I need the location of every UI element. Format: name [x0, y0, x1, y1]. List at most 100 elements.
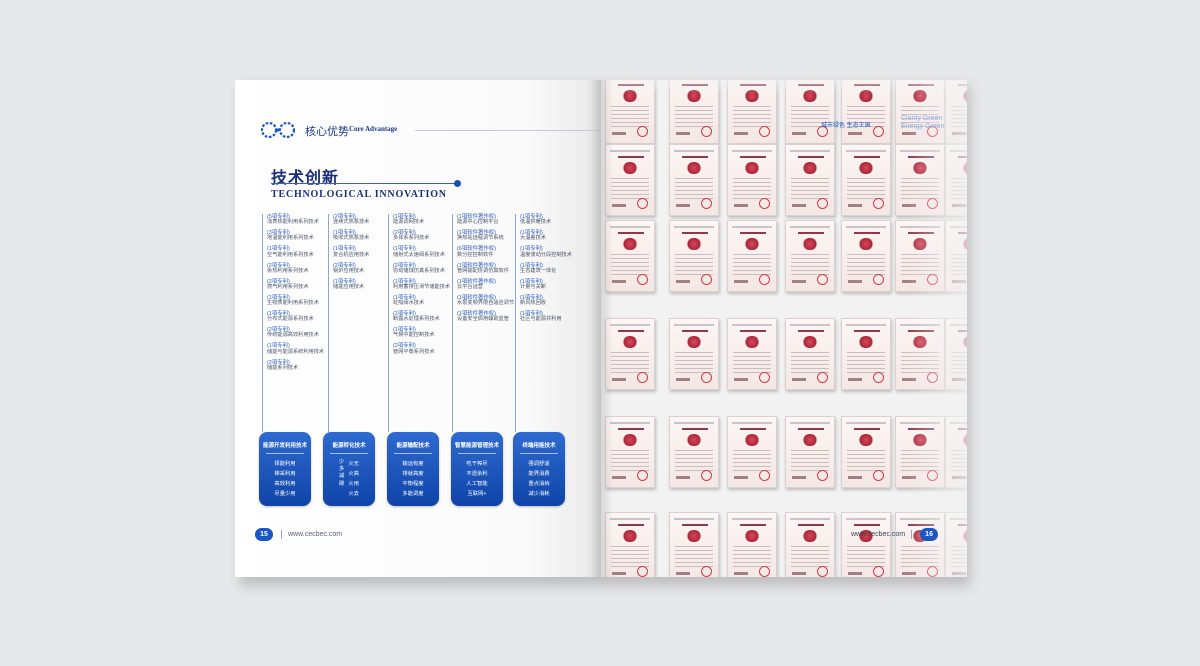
- footer-divider: [281, 530, 282, 539]
- left-page: 核心优势 Core Advantage 技术创新 TECHNOLOGICAL I…: [235, 80, 601, 577]
- card-item: 互联网+: [467, 491, 487, 497]
- column-line: [388, 214, 389, 432]
- card-title: 能源输配技术: [396, 443, 430, 449]
- tech-card-3: 能源输配技术 输运有度 排就高度 平衡程度 多能调度: [387, 432, 439, 506]
- patent-certificate: [605, 512, 655, 577]
- list-item: (1項专利) 气候中能控制技术: [393, 327, 435, 339]
- list-item: (1項专利) 储能与能源系统利用技术: [267, 343, 325, 355]
- card-title: 能源开发利用技术: [262, 443, 307, 449]
- patent-certificate: [785, 144, 835, 216]
- patent-certificate: [785, 512, 835, 577]
- list-item: (1項专利) 虹吸阀水技术: [393, 294, 425, 307]
- list-item: (1項专利) 生态建筑一体化: [520, 262, 557, 274]
- card-divider: [458, 453, 496, 454]
- patent-certificate: [785, 220, 835, 292]
- patent-certificate: [727, 144, 777, 216]
- section-title-en: TECHNOLOGICAL INNOVATION: [271, 189, 447, 200]
- patent-certificate: [727, 318, 777, 390]
- card-item: 火高: [348, 471, 359, 477]
- card-item: 重点消纳: [528, 481, 550, 487]
- list-item: (1項专利) 储射式太速阀系列技术: [393, 246, 445, 258]
- card-item: 火去: [348, 491, 359, 497]
- list-item: (6項软件著作权) 数分控控制软件: [457, 246, 496, 258]
- list-item: (1項专利) 温度波动分段控制技术: [520, 246, 572, 258]
- column-line: [328, 214, 329, 432]
- card-divider: [394, 453, 432, 454]
- card-item: 火用: [348, 481, 359, 487]
- patent-certificate: [669, 512, 719, 577]
- tech-column-1: (5項专利) 浅表热能利用系列技术 (3項专利) 地温能利用系列技术 (1項专利) 空…: [262, 214, 325, 432]
- list-item: (5項专利) 浅表热能利用系列技术: [267, 214, 319, 226]
- card-item: 输运有度: [402, 461, 424, 467]
- patent-certificate: [727, 220, 777, 292]
- patent-certificate: [605, 220, 655, 292]
- company-logo-icon: [260, 121, 296, 139]
- header-title-en: Core Advantage: [349, 125, 398, 133]
- patent-certificate: [785, 318, 835, 390]
- patent-certificate: [669, 144, 719, 216]
- list-item: (2項专利) 储能系列技术: [267, 359, 299, 371]
- tech-column-5: (1項专利) 低温供暖技术 (1項专利) 大温差技术 (1項专利) 温度波动分段控制技…: [515, 214, 575, 432]
- card-item: 高效利用: [274, 481, 296, 487]
- list-item: (1項专利) 分布式能源系列技术: [267, 311, 314, 323]
- list-item: (1項专利) 吸收式热泵技术: [333, 230, 370, 242]
- list-item: (1項软件著作权) 管网输配协调仿真软件: [457, 262, 509, 274]
- card-item: 不遗余利: [466, 471, 488, 477]
- card-divider: [330, 453, 368, 454]
- card-item: 强调舒适: [528, 461, 550, 467]
- list-item: (2項专利) 管网平衡系列技术: [393, 343, 435, 355]
- card-title: 能源转化技术: [332, 443, 366, 449]
- list-item: (1項专利) 空气能利用系列技术: [267, 246, 314, 258]
- patent-certificate: [841, 80, 891, 144]
- header-divider: [415, 130, 601, 131]
- page-number: 16: [920, 528, 939, 541]
- tech-card-1: 能源开发利用技术 择能利用 梯采利用 高效利用 尽量少用: [259, 432, 311, 506]
- list-item: (2項专利) 余热利用系列技术: [267, 262, 309, 274]
- card-title: 智慧能源管理技术: [454, 443, 499, 449]
- patent-certificate: [841, 318, 891, 390]
- list-item: (1項软件著作权) 云平台运营: [457, 278, 496, 290]
- patent-certificate: [727, 416, 777, 488]
- list-item: (1項软件著作权) 设备安全启用辅助监管: [457, 311, 509, 323]
- footer-url: www.cecbec.com: [288, 531, 343, 538]
- list-item: (1項专利) 低温供暖技术: [520, 214, 552, 226]
- section-title: 技术创新: [271, 170, 340, 187]
- tech-card-4: 智慧能源管理技术 吃干榨尽 不遗余利 人工智能 互联网+: [451, 432, 503, 506]
- book-gutter: [591, 80, 613, 577]
- right-page: 城市绿色 生态王国 Clarity Green Energy Green www…: [601, 80, 967, 577]
- card-title: 终端用能技术: [522, 443, 556, 449]
- card-item: 吃干榨尽: [466, 461, 488, 467]
- list-item: (2項专利) 燃气利用系列技术: [267, 278, 309, 290]
- card-item: 减少消耗: [528, 491, 550, 497]
- left-page-footer: 15 www.cecbec.com: [255, 528, 342, 541]
- list-item: (2項专利) 多体系系列技术: [393, 230, 430, 242]
- patent-certificate: [841, 512, 891, 577]
- right-page-footer: www.cecbec.com 16: [851, 528, 939, 541]
- list-item: (1項专利) 社区与能源共利用: [520, 311, 562, 323]
- list-item: (1項专利) 新风热回收: [520, 294, 546, 307]
- patent-certificate: [669, 318, 719, 390]
- brochure-spread: 核心优势 Core Advantage 技术创新 TECHNOLOGICAL I…: [235, 80, 967, 577]
- list-item: (1項专利) 复合机应用技术: [333, 246, 370, 258]
- tech-column-3: (1項专利) 能源调网技术 (2項专利) 多体系系列技术 (1項专利) 储射式太速阀系…: [388, 214, 451, 432]
- page-fade: [907, 80, 967, 577]
- card-item: 能界消费: [528, 471, 550, 477]
- patent-certificate: [785, 416, 835, 488]
- page-number: 15: [255, 528, 273, 541]
- list-item: (2項专利) 连续式热泵技术: [333, 214, 370, 226]
- footer-divider: [911, 530, 913, 539]
- list-item: (1項软件著作权) 水泵变频界限自适应调节: [457, 294, 515, 307]
- section-divider-dot: [454, 180, 461, 187]
- patent-certificate: [727, 512, 777, 577]
- patent-certificate: [841, 220, 891, 292]
- list-item: (1項专利) 利用蓄排压滑节储能技术: [393, 278, 451, 290]
- header-title: 核心优势: [305, 126, 349, 138]
- list-item: (2項专利) 传统能源高效利用技术: [267, 327, 319, 339]
- right-page-header: 城市绿色 生态王国: [821, 123, 871, 129]
- patent-certificate: [841, 416, 891, 488]
- list-item: (1項专利) 能源调网技术: [393, 214, 425, 226]
- patent-certificate: [605, 144, 655, 216]
- patent-certificate: [605, 318, 655, 390]
- list-item: (1項软件著作权) 能源中心控制平台: [457, 214, 499, 226]
- patent-certificate: [669, 220, 719, 292]
